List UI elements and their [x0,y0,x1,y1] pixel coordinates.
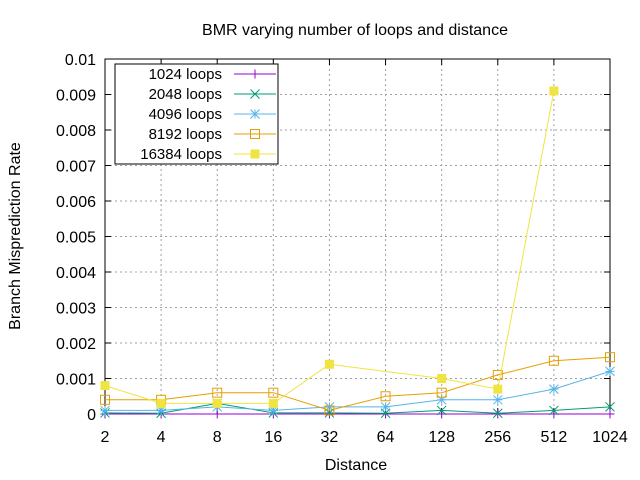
data-point [436,387,447,398]
legend-marker [250,129,260,139]
x-tick-label: 32 [321,429,339,446]
data-point [436,394,447,405]
data-point [605,409,615,419]
data-point [100,394,110,405]
data-point [324,359,334,369]
legend-label: 4096 loops [149,106,222,123]
data-point [549,86,559,96]
series-2 [100,398,615,419]
data-point [212,398,222,408]
legend-marker [250,89,260,99]
legend-marker [250,109,260,119]
grid-lines [105,59,610,414]
legend-label: 16384 loops [140,146,222,163]
data-point [100,405,110,416]
x-tick-label: 64 [377,429,395,446]
series-line [105,356,611,411]
y-tick-label: 0.006 [56,194,96,211]
data-point [492,369,503,380]
y-tick-label: 0.008 [56,123,96,140]
x-tick-label: 512 [541,429,568,446]
y-axis-ticks: 0 0.001 0.002 0.003 0.004 0.005 0.006 0.007 0.00… [56,52,610,424]
legend-entry: 1024 loops [149,66,276,83]
series-group [100,86,615,419]
series-line [104,402,611,414]
data-point [492,394,503,405]
y-tick-label: 0.004 [56,265,96,282]
data-point [605,402,615,412]
data-point [492,408,503,419]
series-line [104,90,555,404]
y-axis-label: Branch Misprediction Rate [7,142,24,330]
data-point [268,387,279,398]
y-tick-label: 0.01 [65,52,96,69]
data-point [268,398,278,408]
data-point [549,405,559,416]
series-line [105,370,611,411]
legend-label: 2048 loops [149,86,222,103]
data-point [156,398,166,408]
y-tick-label: 0.002 [56,336,96,353]
x-tick-label: 128 [428,429,455,446]
legend-label: 8192 loops [149,126,222,143]
data-point [212,387,223,398]
data-point [437,374,447,383]
data-point [100,381,110,391]
x-tick-label: 2 [101,429,110,446]
x-tick-label: 256 [484,429,511,446]
legend-label: 1024 loops [149,66,222,83]
series-4 [100,352,615,416]
y-tick-label: 0.001 [56,372,96,389]
x-axis-label: Distance [325,457,387,474]
data-point [380,402,391,412]
legend-entry: 16384 loops [140,146,276,163]
data-point [493,384,503,394]
data-point [324,405,335,416]
legend: 1024 loops 2048 loops 4096 loops 8192 loops… [114,63,279,165]
x-tick-label: 16 [264,429,282,446]
data-point [493,409,503,419]
legend-marker [250,149,260,159]
data-point [436,405,447,416]
data-point [380,391,391,402]
x-tick-label: 8 [213,429,222,446]
series-3 [100,366,615,416]
y-tick-label: 0 [87,407,96,424]
y-tick-label: 0.003 [56,301,96,318]
legend-entry: 8192 loops [149,126,276,143]
series-5 [100,86,559,408]
x-tick-label: 1024 [592,429,628,446]
y-tick-label: 0.009 [56,88,96,105]
chart-title: BMR varying number of loops and distance [202,22,508,39]
x-tick-label: 4 [157,429,166,446]
data-point [605,352,615,363]
legend-entry: 4096 loops [149,106,276,123]
x-axis-ticks: 2 4 8 16 32 64 128 256 512 1024 [101,59,628,446]
legend-entry: 2048 loops [149,86,276,103]
data-point [549,384,559,395]
data-point [605,366,615,377]
y-tick-label: 0.005 [56,230,96,247]
data-point [548,355,559,366]
y-tick-label: 0.007 [56,159,96,176]
legend-marker [250,69,260,79]
